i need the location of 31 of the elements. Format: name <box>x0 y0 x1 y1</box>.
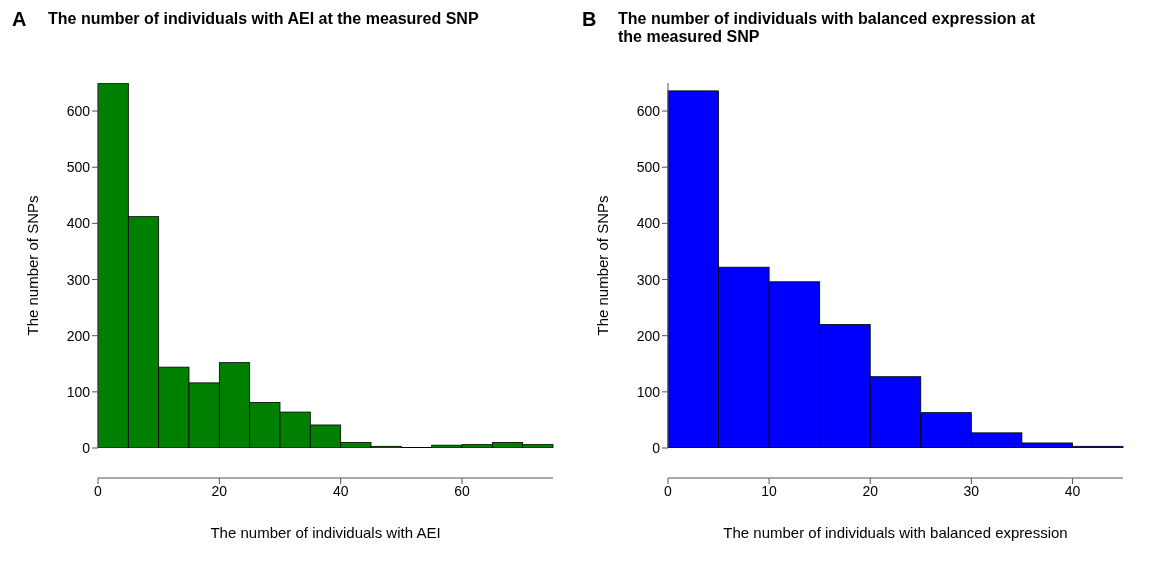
x-tick-label: 20 <box>211 482 228 499</box>
x-tick-label: 30 <box>963 482 980 499</box>
y-axis-title: The number of SNPs <box>24 195 42 336</box>
x-axis-title: The number of individuals with AEI <box>210 524 441 541</box>
x-axis-title: The number of individuals with balanced expression <box>723 524 1068 541</box>
y-tick-label: 600 <box>636 103 661 120</box>
y-tick-label: 100 <box>636 383 661 400</box>
chart-title: The number of individuals with AEI at the measured SNP <box>48 9 480 28</box>
x-tick-label: 40 <box>332 482 349 499</box>
chart-title: The number of individuals with balanced expression at the measured SNP <box>618 9 1036 46</box>
y-tick-label: 0 <box>652 439 661 456</box>
text: A <box>11 8 28 31</box>
x-tick-label: 40 <box>1064 482 1081 499</box>
x-tick-label: 10 <box>761 482 778 499</box>
y-tick-label: 200 <box>66 327 91 344</box>
text: B <box>581 8 598 31</box>
y-tick-label: 0 <box>82 439 91 456</box>
x-tick-label: 20 <box>862 482 879 499</box>
y-tick-label: 300 <box>66 271 91 288</box>
y-tick-label: 200 <box>636 327 661 344</box>
y-tick-label: 100 <box>66 383 91 400</box>
y-tick-label: 400 <box>636 215 661 232</box>
x-tick-label: 60 <box>454 482 470 499</box>
y-tick-label: 500 <box>66 159 91 176</box>
y-tick-label: 600 <box>66 103 91 120</box>
y-tick-label: 300 <box>636 271 661 288</box>
x-tick-label: 0 <box>664 482 673 499</box>
x-tick-label: 0 <box>94 482 103 499</box>
y-tick-label: 500 <box>636 159 661 176</box>
y-tick-label: 400 <box>66 215 91 232</box>
y-axis-title: The number of SNPs <box>594 195 612 336</box>
